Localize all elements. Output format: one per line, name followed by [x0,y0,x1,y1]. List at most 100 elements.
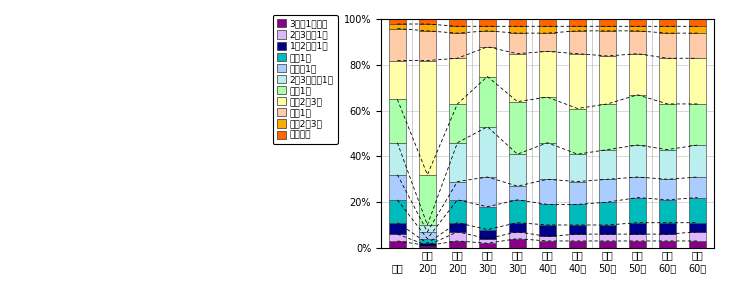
Bar [509,200,526,223]
Bar [419,31,436,60]
Bar [479,47,496,77]
Bar [659,19,676,26]
Bar [539,225,555,236]
Bar [389,24,405,29]
Bar [389,29,405,60]
Bar [449,241,466,248]
Bar [629,234,646,241]
Bar [509,33,526,54]
Bar [509,186,526,200]
Bar [689,223,706,232]
Bar [389,60,405,99]
Bar [509,102,526,154]
Bar [569,19,585,26]
Bar [419,19,436,24]
Bar [569,26,585,31]
Bar [389,223,405,234]
Bar [449,143,466,182]
Bar [599,149,616,179]
Bar [419,175,436,225]
Bar [419,225,436,232]
Bar [539,33,555,52]
Bar [599,234,616,241]
Bar [449,58,466,104]
Bar [479,19,496,26]
Bar [629,223,646,234]
Bar [449,223,466,232]
Bar [659,58,676,104]
Bar [389,175,405,200]
Bar [539,241,555,248]
Bar [689,232,706,241]
Bar [449,232,466,241]
Bar [569,225,585,234]
Bar [659,223,676,234]
Bar [689,198,706,223]
Bar [419,243,436,246]
Bar [389,241,405,248]
Bar [479,239,496,243]
Bar [629,26,646,31]
Bar [449,26,466,33]
Bar [689,58,706,104]
Bar [479,31,496,47]
Bar [629,145,646,177]
Bar [629,177,646,198]
Bar [389,19,405,24]
Bar [599,104,616,149]
Legend: 3年に1回未満, 2〜3年に1回, 1〜2年に1回, 年に1回, 半年に1回, 2〜3カ月に1回, 月に1回, 月に2〜3回, 週に1回, 週に2〜3回, ほぼ: 3年に1回未満, 2〜3年に1回, 1〜2年に1回, 年に1回, 半年に1回, … [273,15,338,144]
Bar [629,241,646,248]
Bar [479,26,496,31]
Bar [569,154,585,182]
Bar [689,145,706,177]
Bar [389,99,405,143]
Bar [419,60,436,175]
Bar [689,26,706,33]
Bar [479,230,496,239]
Bar [479,177,496,207]
Bar [539,97,555,143]
Bar [569,109,585,154]
Bar [389,200,405,223]
Bar [539,143,555,179]
Bar [599,225,616,234]
Bar [659,200,676,223]
Bar [689,177,706,198]
Bar [479,127,496,177]
Bar [569,54,585,109]
Bar [659,26,676,33]
Bar [599,31,616,56]
Bar [419,246,436,248]
Bar [659,179,676,200]
Bar [509,54,526,102]
Bar [629,19,646,26]
Bar [479,243,496,248]
Bar [599,202,616,225]
Bar [449,200,466,223]
Bar [629,31,646,54]
Bar [539,19,555,26]
Bar [569,241,585,248]
Bar [569,234,585,241]
Bar [419,239,436,243]
Bar [569,182,585,204]
Bar [419,232,436,239]
Bar [509,223,526,232]
Bar [539,236,555,241]
Bar [539,179,555,204]
Bar [539,52,555,97]
Bar [479,207,496,230]
Bar [689,19,706,26]
Bar [509,19,526,26]
Bar [389,234,405,241]
Bar [449,182,466,200]
Bar [539,204,555,225]
Bar [539,26,555,33]
Bar [629,95,646,145]
Bar [599,26,616,31]
Bar [689,33,706,58]
Bar [509,154,526,186]
Bar [629,198,646,223]
Bar [449,19,466,26]
Bar [449,33,466,58]
